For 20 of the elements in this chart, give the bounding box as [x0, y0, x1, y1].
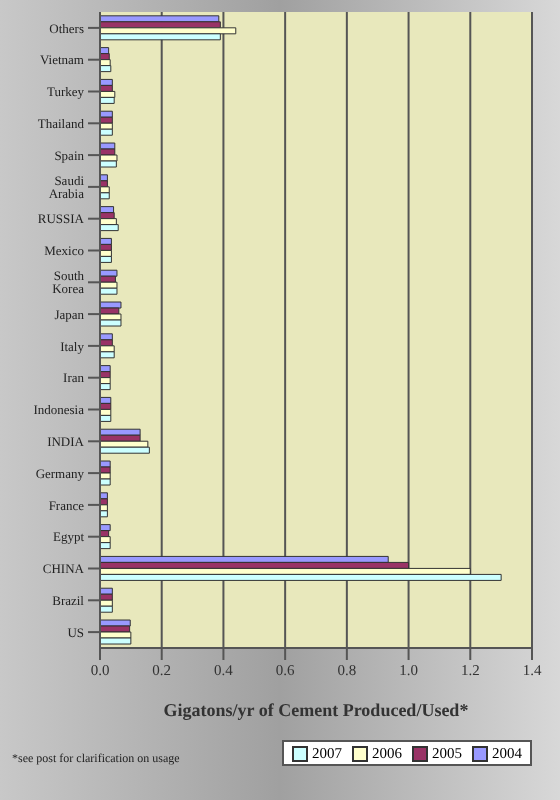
- bar: [100, 255, 112, 263]
- bar: [100, 542, 111, 550]
- bar: [100, 446, 150, 454]
- bar: [100, 478, 111, 486]
- bar: [100, 510, 108, 518]
- x-axis-title: Gigatons/yr of Cement Produced/Used*: [163, 700, 470, 720]
- bar: [100, 192, 110, 200]
- bar: [100, 605, 113, 613]
- bar: [100, 96, 115, 104]
- bar: [100, 573, 502, 581]
- bar: [100, 319, 122, 327]
- bar: [100, 637, 132, 645]
- bar: [100, 224, 119, 232]
- bar: [100, 128, 113, 136]
- bar: [100, 351, 115, 359]
- bar: [100, 65, 112, 73]
- bar: [100, 160, 117, 168]
- bar: [100, 414, 112, 422]
- bar: [100, 383, 111, 391]
- bar: [100, 287, 118, 295]
